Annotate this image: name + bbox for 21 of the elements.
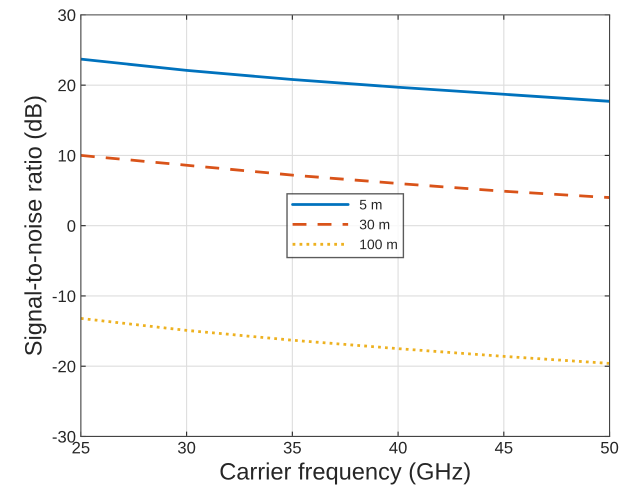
x-axis-title: Carrier frequency (GHz) [220, 462, 470, 484]
line-series [80, 58, 610, 103]
legend-label: 30 m [360, 220, 390, 230]
y-tick-label: 10 [58, 150, 76, 162]
legend-label: 5 m [360, 200, 382, 210]
y-axis-title: Signal-to-noise ratio (dB) [24, 96, 46, 356]
x-tick-label: 25 [72, 442, 90, 454]
y-tick-label: -30 [52, 430, 76, 443]
legend-label: 100 m [360, 239, 397, 250]
x-tick-label: 35 [284, 442, 301, 454]
line-series [80, 317, 610, 365]
y-tick-label: 30 [58, 9, 76, 22]
x-tick-label: 30 [178, 442, 196, 454]
x-tick-label: 40 [389, 442, 407, 454]
x-tick-label: 45 [494, 442, 512, 454]
line-series [80, 154, 610, 199]
y-tick-label: 20 [58, 80, 76, 92]
x-tick-label: 50 [600, 442, 618, 454]
y-tick-label: 0 [67, 220, 76, 232]
y-tick-label: -10 [52, 290, 76, 302]
y-tick-label: -20 [52, 360, 76, 372]
